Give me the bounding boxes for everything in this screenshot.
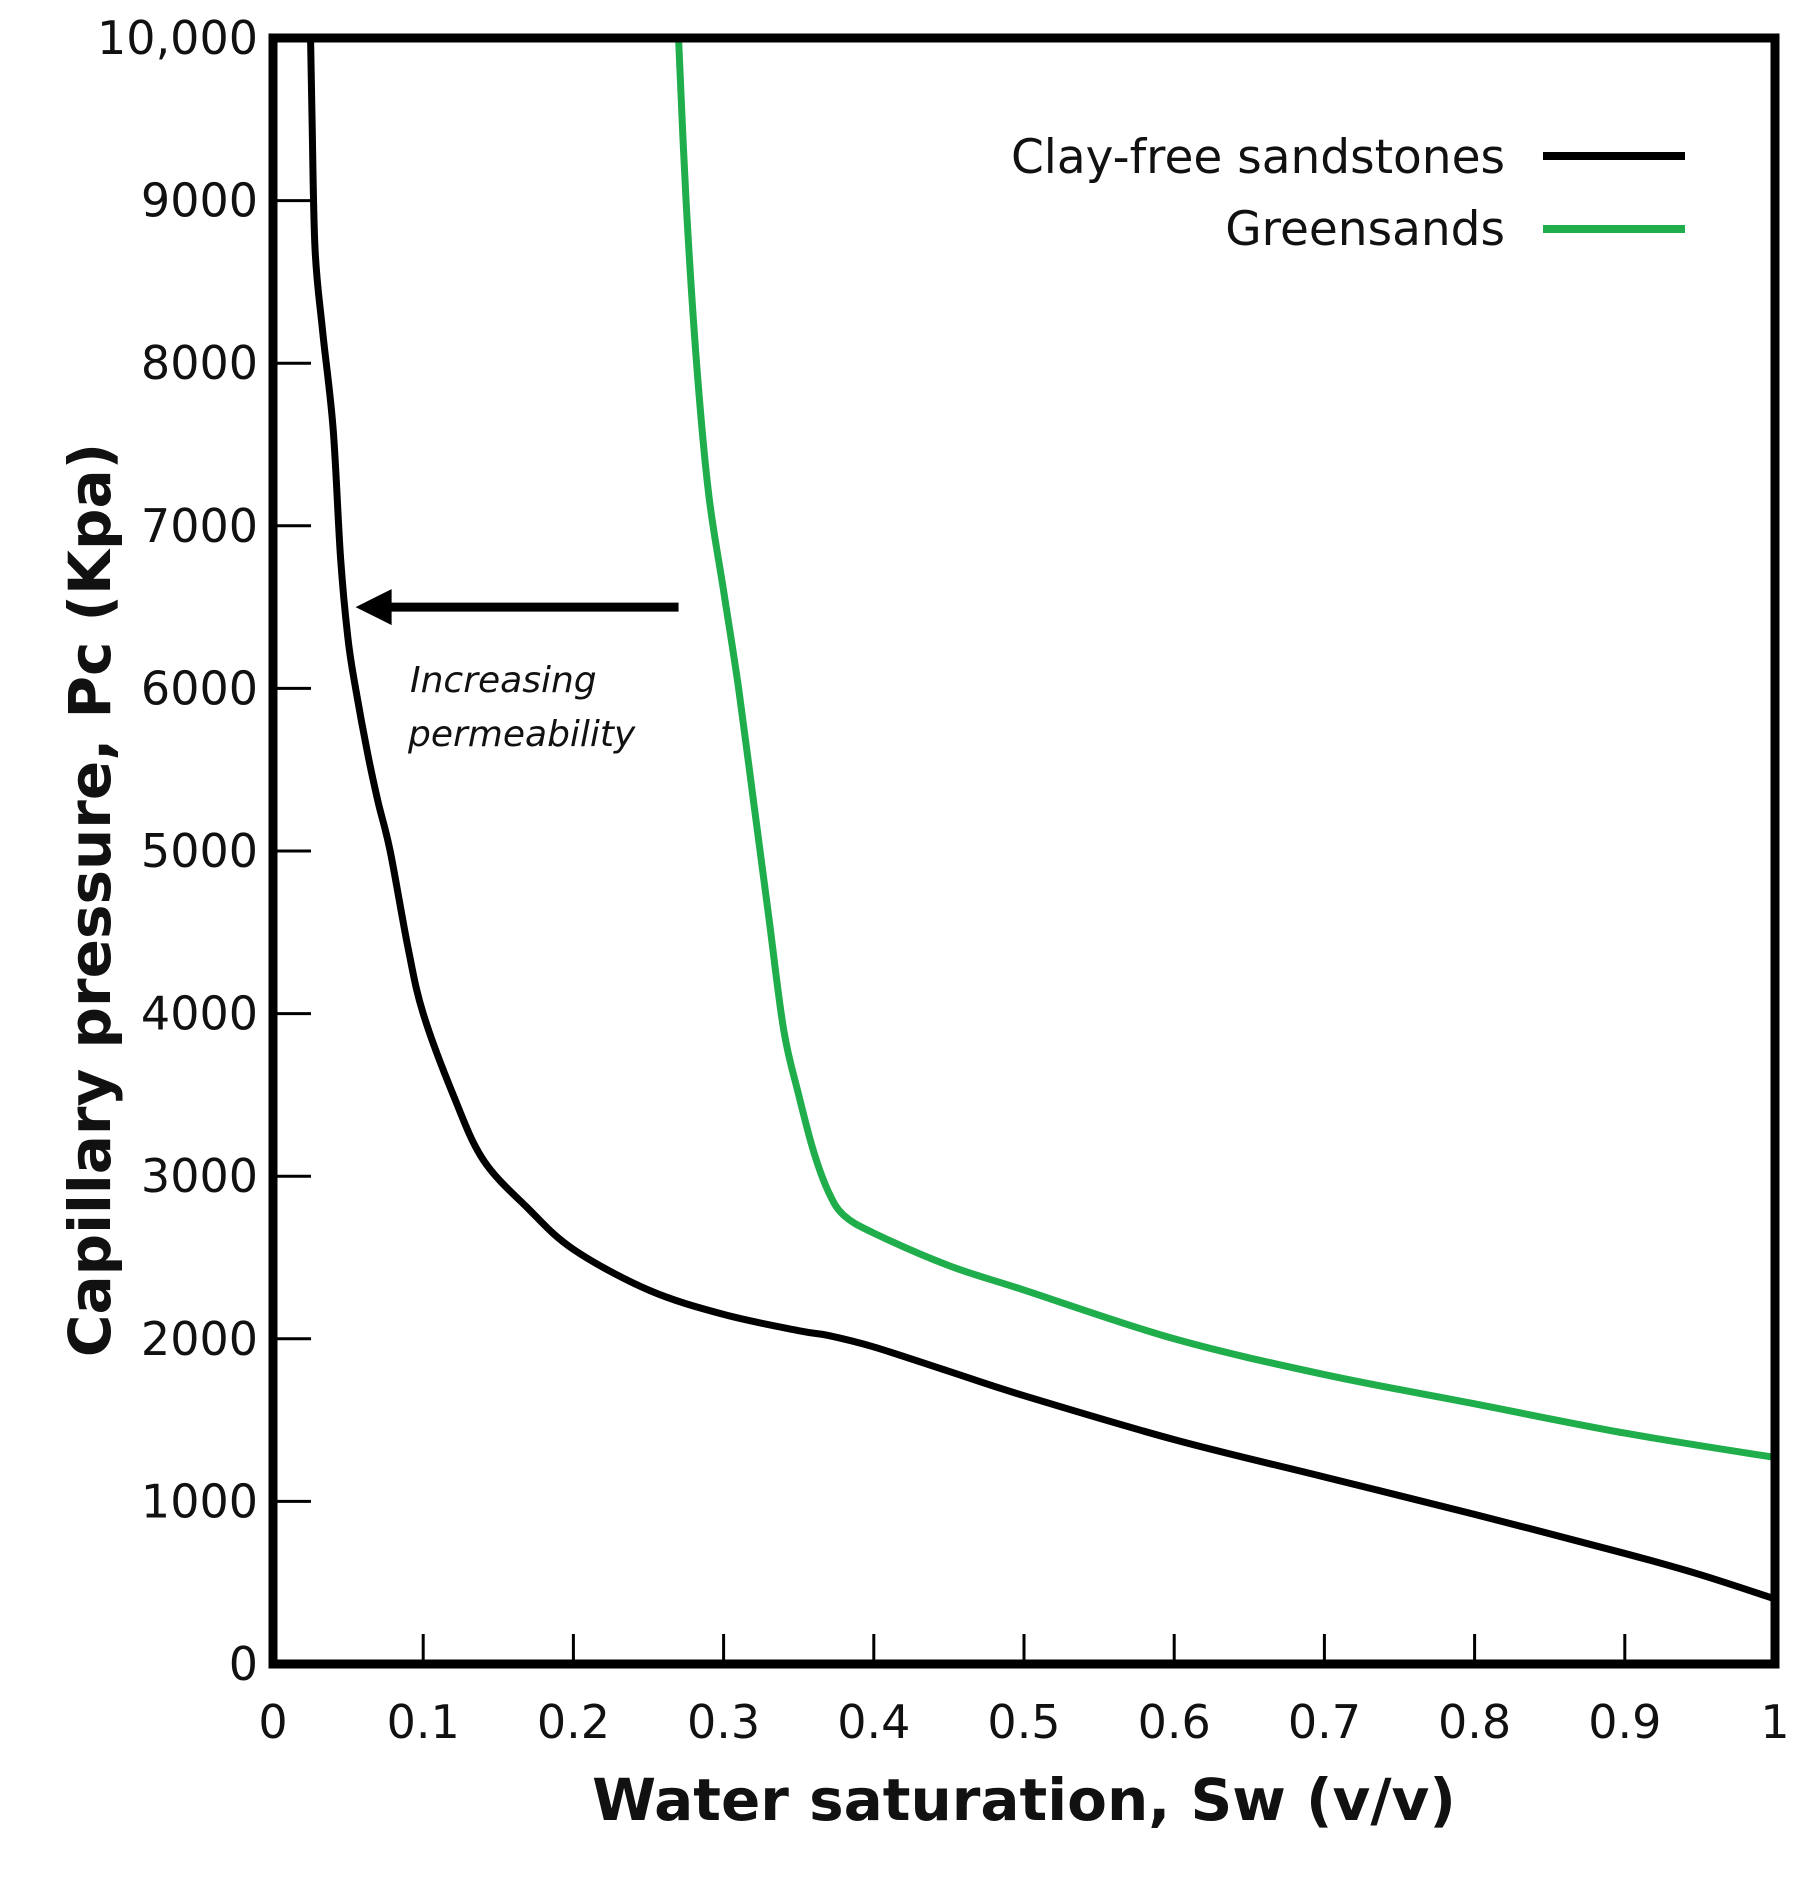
y-tick-label: 1000 <box>141 1474 258 1528</box>
x-tick-label: 0.7 <box>1288 1695 1361 1749</box>
plot-frame <box>268 33 1780 1669</box>
x-tick-label: 0.3 <box>687 1695 760 1749</box>
x-tick-label: 0.6 <box>1138 1695 1211 1749</box>
annotation-arrow-head <box>355 589 392 626</box>
legend-label-clay-free: Clay-free sandstones <box>1011 130 1505 185</box>
x-axis-title: Water saturation, Sw (v/v) <box>592 1766 1456 1834</box>
annotation-text-line2: permeability <box>407 714 636 755</box>
y-tick-label: 5000 <box>141 824 258 878</box>
x-tick-label: 0.2 <box>537 1695 610 1749</box>
y-tick-label: 10,000 <box>97 11 258 65</box>
x-tick-label: 0.1 <box>387 1695 460 1749</box>
annotation-text-line1: Increasing <box>410 660 597 701</box>
x-tick-label: 0.4 <box>837 1695 910 1749</box>
y-tick-label: 6000 <box>141 661 258 715</box>
x-tick-label: 1 <box>1760 1695 1789 1749</box>
y-tick-label: 3000 <box>141 1149 258 1203</box>
y-tick-label: 7000 <box>141 499 258 553</box>
y-tick-labels: 0 1000 2000 3000 4000 5000 6000 7000 8000 9000 10,… <box>97 11 258 1691</box>
x-tick-label: 0 <box>258 1695 287 1749</box>
series-layer <box>307 34 1779 1603</box>
y-axis-title: Capillary pressure, Pc (Kpa) <box>56 443 124 1357</box>
x-tick-labels: 0 0.1 0.2 0.3 0.4 0.5 0.6 0.7 0.8 0.9 1 <box>258 1695 1789 1749</box>
legend-label-greensands: Greensands <box>1225 202 1505 257</box>
y-tick-label: 0 <box>229 1637 258 1691</box>
axis-ticks <box>273 199 1627 1664</box>
x-tick-label: 0.5 <box>987 1695 1060 1749</box>
y-tick-label: 8000 <box>141 336 258 390</box>
series-line-clay-free-sandstones <box>307 34 1779 1603</box>
y-tick-label: 4000 <box>141 987 258 1041</box>
y-tick-label: 9000 <box>141 174 258 228</box>
y-tick-label: 2000 <box>141 1312 258 1366</box>
x-tick-label: 0.9 <box>1588 1695 1661 1749</box>
x-tick-label: 0.8 <box>1438 1695 1511 1749</box>
series-line-greensands <box>675 34 1779 1461</box>
legend: Clay-free sandstones Greensands <box>1011 130 1685 257</box>
annotation: Increasing permeability <box>355 589 679 755</box>
